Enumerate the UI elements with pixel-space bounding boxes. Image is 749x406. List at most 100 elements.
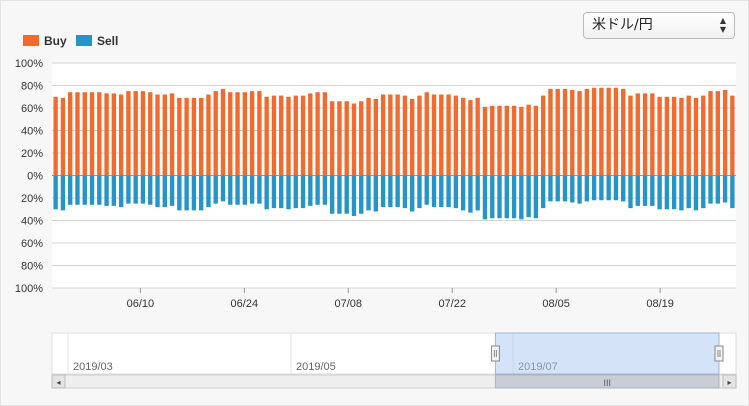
- sell-bar: [460, 175, 466, 211]
- buy-bar: [264, 96, 269, 176]
- buy-bar: [140, 91, 146, 176]
- sell-bar: [286, 175, 291, 210]
- buy-bar: [315, 92, 320, 176]
- buy-bar: [126, 91, 131, 176]
- buy-bar: [402, 95, 408, 176]
- buy-bar: [730, 95, 735, 176]
- x-tick-label: 06/10: [127, 298, 155, 310]
- buy-bar: [380, 94, 386, 176]
- buy-bar: [562, 88, 568, 176]
- sell-bar: [511, 175, 517, 219]
- buy-bar: [417, 95, 422, 176]
- buy-bar: [490, 105, 495, 176]
- buy-bar: [169, 93, 175, 176]
- legend-item-buy[interactable]: Buy: [23, 34, 67, 48]
- buy-bar: [133, 91, 138, 176]
- sell-bar: [533, 175, 539, 219]
- sell-bar: [68, 175, 73, 205]
- sell-bar: [424, 175, 429, 205]
- y-tick-label: 60%: [21, 238, 43, 250]
- y-tick-label: 40%: [21, 216, 43, 228]
- buy-bar: [60, 97, 66, 176]
- x-tick-label: 08/05: [542, 298, 570, 310]
- buy-bar: [104, 93, 109, 176]
- buy-bar: [511, 105, 517, 176]
- buy-bar: [322, 92, 328, 176]
- buy-bar: [213, 91, 218, 176]
- currency-pair-select[interactable]: 米ドル/円 ▲ ▼: [583, 12, 735, 39]
- sell-bar: [228, 175, 233, 205]
- buy-bar: [177, 97, 182, 176]
- buy-bar: [555, 88, 560, 176]
- sell-bar: [249, 175, 255, 204]
- buy-bar: [570, 90, 575, 176]
- buy-bar: [235, 92, 240, 176]
- sell-bar: [410, 175, 415, 212]
- buy-bar: [184, 97, 189, 176]
- sell-bar: [468, 175, 473, 213]
- sell-bar: [635, 175, 640, 206]
- sell-bar: [359, 175, 364, 214]
- sell-bar: [628, 175, 633, 209]
- sell-bar: [555, 175, 560, 202]
- buy-bar: [664, 96, 670, 176]
- sell-bar: [395, 175, 400, 207]
- buy-bar: [111, 93, 117, 176]
- buy-bar: [89, 92, 95, 176]
- sell-bar: [271, 175, 277, 209]
- sell-bar: [526, 175, 531, 218]
- buy-bar: [300, 95, 306, 176]
- sell-bar: [562, 175, 568, 202]
- sell-bar: [155, 175, 160, 207]
- sell-bar: [650, 175, 655, 206]
- sell-bar: [366, 175, 371, 211]
- sell-bar: [606, 175, 611, 201]
- sell-bar: [570, 175, 575, 203]
- buy-bar: [359, 101, 364, 176]
- buy-bar: [468, 100, 473, 176]
- sell-bar: [133, 175, 138, 204]
- sell-bar: [322, 175, 328, 205]
- sell-bar: [82, 175, 87, 205]
- sell-bar: [300, 175, 306, 209]
- buy-bar: [533, 105, 539, 176]
- scroll-right-button[interactable]: [722, 374, 737, 389]
- buy-bar: [693, 97, 699, 176]
- buy-bar: [519, 106, 524, 176]
- buy-bar: [446, 94, 451, 176]
- scroll-left-button[interactable]: [51, 374, 66, 389]
- sell-bar: [708, 175, 713, 204]
- buy-bar: [97, 92, 102, 176]
- buy-bar: [621, 88, 626, 176]
- navigator-left-handle[interactable]: [490, 345, 500, 362]
- legend-item-sell[interactable]: Sell: [76, 34, 118, 48]
- buy-bar: [68, 92, 73, 176]
- sell-bar: [198, 175, 204, 211]
- buy-bar: [148, 92, 153, 176]
- sell-bar: [642, 175, 648, 206]
- navigator-label: 2019/05: [296, 361, 336, 373]
- sell-bar: [53, 175, 58, 210]
- buy-bar: [228, 92, 233, 176]
- sell-bar: [475, 175, 480, 211]
- buy-bar: [431, 94, 437, 176]
- sell-bar: [439, 175, 444, 207]
- navigator-selection: [494, 332, 720, 375]
- sell-bar: [75, 175, 80, 205]
- sell-bar: [591, 175, 597, 201]
- sell-bar: [730, 175, 735, 209]
- buy-bar: [257, 91, 262, 176]
- scrollbar-grip-icon: III: [603, 378, 611, 388]
- legend-label-sell: Sell: [97, 34, 119, 48]
- buy-bar: [220, 88, 226, 176]
- sell-bar: [722, 175, 728, 203]
- buy-bar: [577, 91, 582, 176]
- sell-bar: [126, 175, 131, 204]
- scrollbar-thumb[interactable]: [494, 374, 720, 389]
- sell-bar: [169, 175, 175, 206]
- navigator-right-handle[interactable]: [714, 345, 724, 362]
- buy-bar: [439, 94, 444, 176]
- sell-bar: [308, 175, 313, 206]
- sell-bar: [191, 175, 197, 211]
